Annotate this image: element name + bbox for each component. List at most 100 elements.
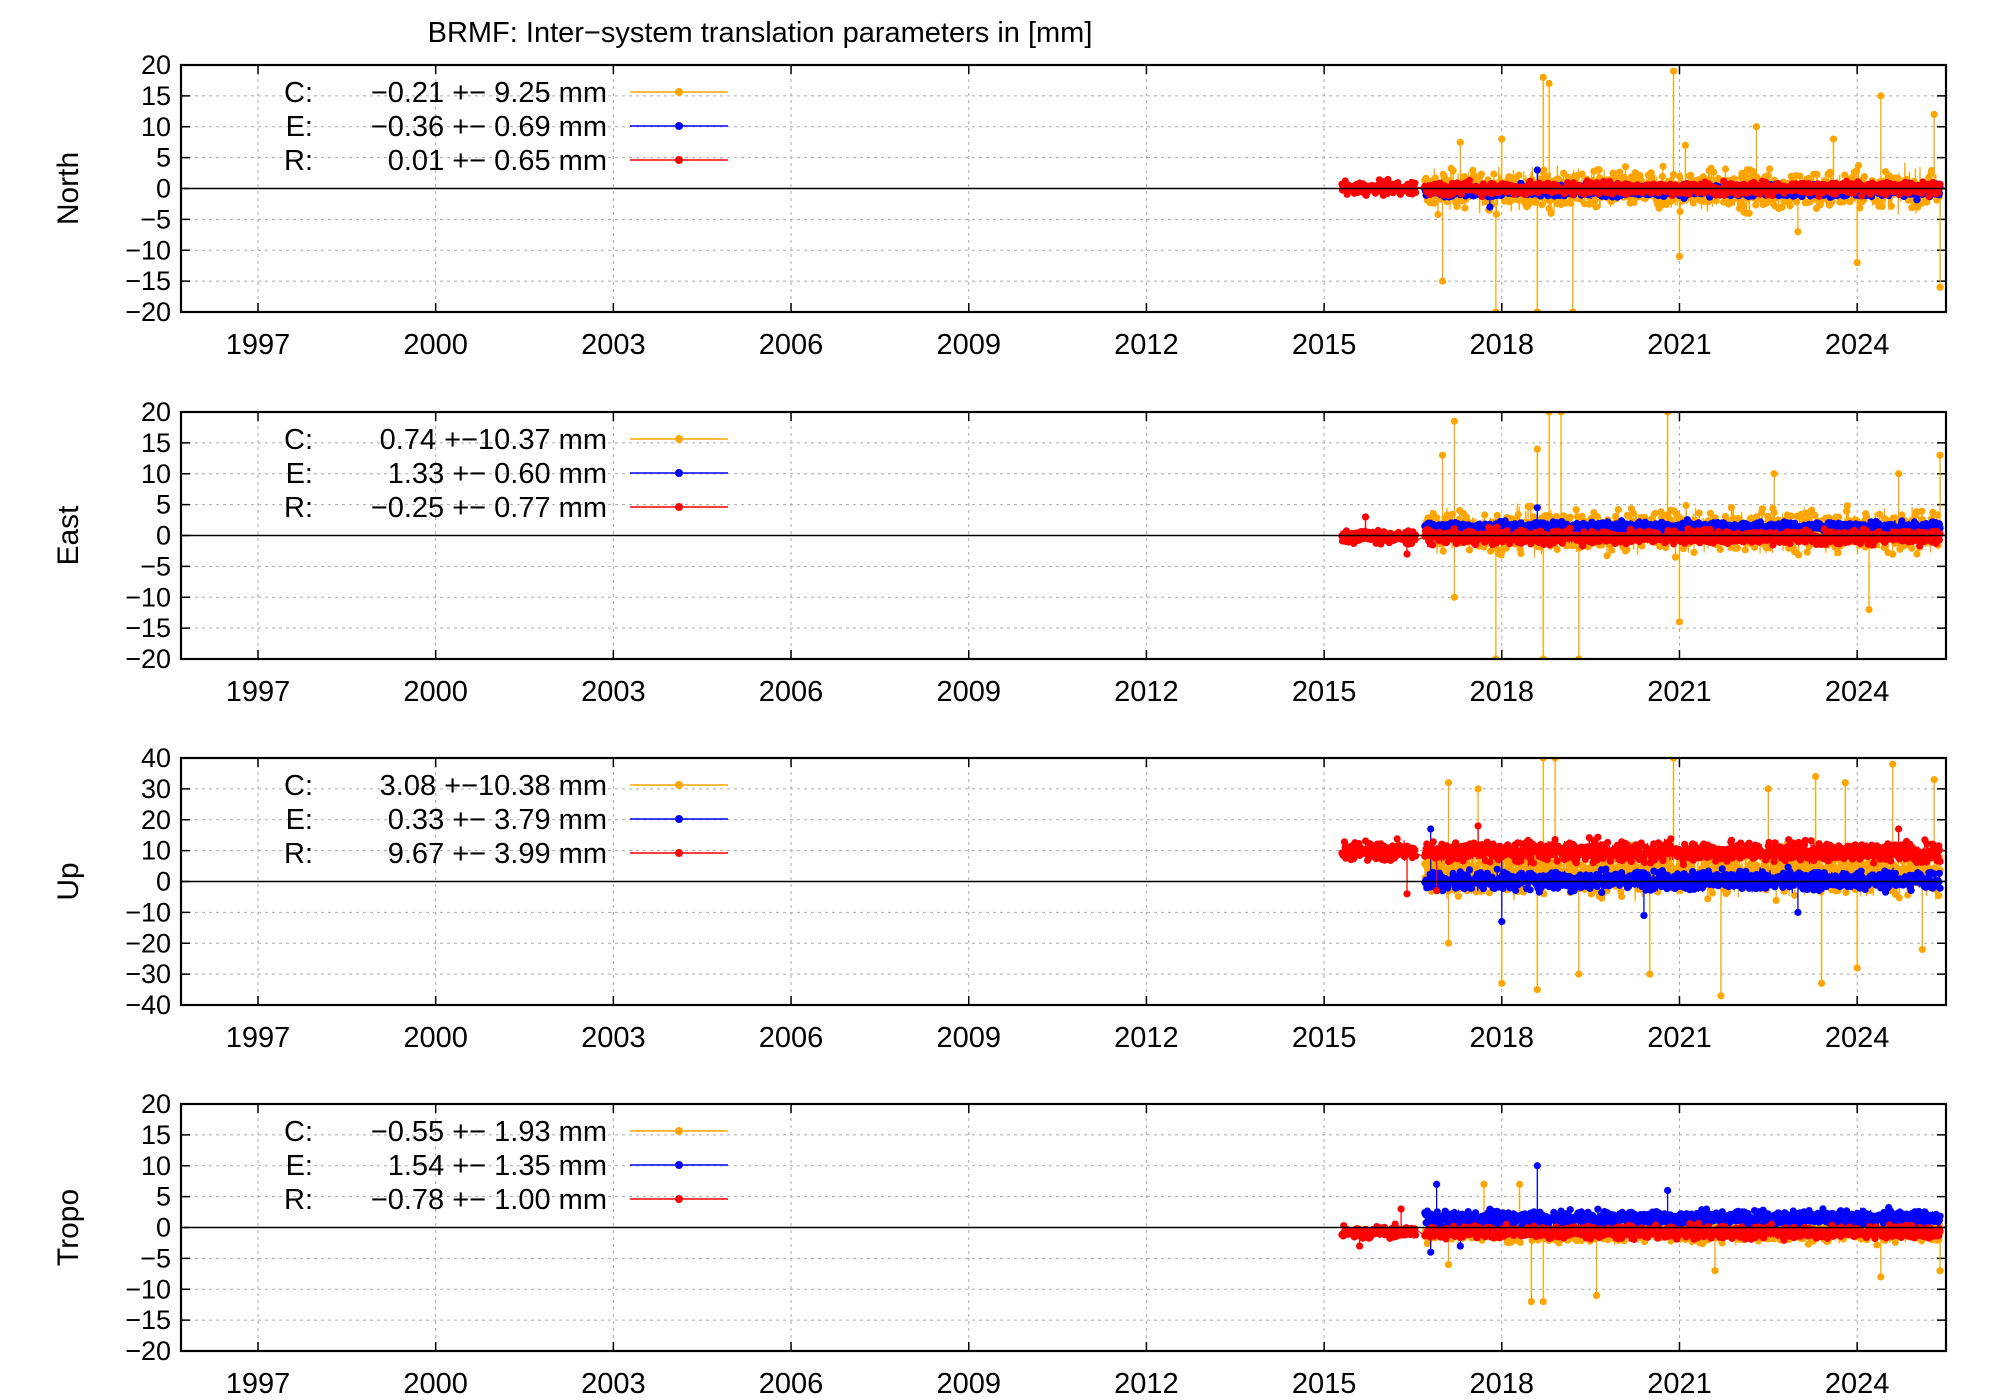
data-point — [1733, 544, 1741, 552]
x-tick-label: 2024 — [1825, 329, 1890, 361]
data-point — [1706, 509, 1714, 517]
data-point — [1608, 546, 1616, 554]
data-point — [1912, 508, 1920, 516]
data-point — [1572, 506, 1580, 514]
data-point — [1430, 199, 1438, 207]
data-point — [1913, 196, 1921, 204]
data-point — [1716, 545, 1724, 554]
data-point — [1745, 209, 1753, 217]
data-point — [1758, 505, 1766, 513]
data-point — [1493, 523, 1501, 531]
data-point — [1875, 510, 1884, 518]
data-point — [1477, 170, 1485, 178]
spike-point — [1936, 451, 1944, 459]
data-point — [1811, 511, 1819, 519]
data-point — [1854, 161, 1863, 170]
y-tick-label: −15 — [125, 613, 171, 643]
y-tick-label: −15 — [125, 266, 171, 296]
data-point — [1493, 511, 1501, 519]
data-point — [1578, 512, 1586, 520]
data-point — [1614, 506, 1622, 514]
data-point — [1578, 170, 1586, 178]
legend-key-label: R: — [284, 145, 313, 177]
data-point — [1566, 524, 1574, 532]
spike-point — [1438, 277, 1447, 285]
y-tick-label: −5 — [140, 551, 171, 581]
x-tick-label: 2003 — [581, 329, 646, 361]
data-point — [1648, 173, 1656, 182]
data-point — [1566, 513, 1574, 521]
data-point — [1808, 506, 1816, 514]
y-tick-label: 0 — [156, 174, 171, 204]
data-point — [1894, 174, 1902, 182]
spike-point — [1669, 67, 1678, 75]
data-point — [1500, 197, 1508, 205]
y-tick-label: −5 — [140, 204, 171, 234]
data-point — [1695, 509, 1703, 517]
data-point — [1439, 191, 1447, 199]
data-point — [1739, 201, 1747, 209]
data-point — [1860, 173, 1868, 181]
data-point — [1569, 542, 1577, 550]
data-point — [1621, 163, 1630, 171]
spike-point — [1450, 417, 1459, 425]
legend-key-label: E: — [286, 111, 313, 143]
data-point — [1648, 515, 1656, 523]
data-point — [1690, 548, 1698, 557]
series-r — [1338, 513, 1944, 558]
data-point — [1529, 513, 1537, 521]
spike-point — [1794, 228, 1802, 236]
data-point — [1752, 201, 1760, 209]
data-point — [1862, 513, 1870, 521]
data-point — [1515, 171, 1523, 179]
data-point — [1595, 166, 1603, 174]
x-tick-label: 2015 — [1292, 329, 1357, 361]
x-tick-label: 2021 — [1647, 329, 1712, 361]
x-tick-label: 2012 — [1114, 676, 1179, 708]
spike-point — [1895, 470, 1903, 478]
data-point — [1913, 550, 1921, 558]
data-point — [1675, 172, 1684, 180]
data-point — [1700, 525, 1709, 533]
data-point — [1547, 209, 1555, 217]
x-tick-label: 1997 — [226, 676, 291, 708]
panel-data — [1338, 67, 1944, 312]
data-point — [1560, 169, 1568, 177]
data-point — [1765, 515, 1773, 523]
data-point — [1585, 200, 1593, 208]
data-point — [1658, 172, 1666, 181]
spike-point — [1498, 135, 1506, 143]
y-tick-label: 5 — [156, 490, 171, 520]
data-point — [1689, 199, 1697, 207]
data-point — [1721, 165, 1730, 173]
x-tick-label: 2009 — [936, 676, 1001, 708]
x-tick-label: 2003 — [581, 676, 646, 708]
data-point — [1727, 504, 1736, 512]
spike-point — [1533, 504, 1541, 512]
data-point — [1623, 511, 1632, 519]
legend-stat: 0.01 +− 0.65 mm — [388, 145, 607, 177]
y-tick-label: 5 — [156, 143, 171, 173]
panel-frame — [179, 63, 1948, 314]
data-point — [1616, 168, 1624, 176]
x-tick-label: 2021 — [1647, 676, 1712, 708]
spike-point — [1675, 252, 1684, 261]
x-tick-label: 2006 — [759, 676, 824, 708]
data-point — [1343, 190, 1351, 198]
data-point — [1538, 201, 1546, 209]
y-tick-label: 20 — [141, 50, 171, 80]
data-point — [1461, 204, 1469, 212]
data-point — [1460, 173, 1468, 181]
data-point — [1514, 511, 1522, 519]
data-point — [1540, 540, 1548, 549]
data-point — [1465, 176, 1474, 185]
data-point — [1908, 544, 1916, 552]
data-point — [1734, 515, 1742, 523]
legend-marker-r — [675, 156, 683, 164]
data-point — [1630, 198, 1638, 207]
data-point — [1384, 175, 1392, 184]
x-tick-label: 2012 — [1114, 329, 1179, 361]
data-point — [1918, 507, 1926, 515]
data-point — [1834, 549, 1842, 557]
